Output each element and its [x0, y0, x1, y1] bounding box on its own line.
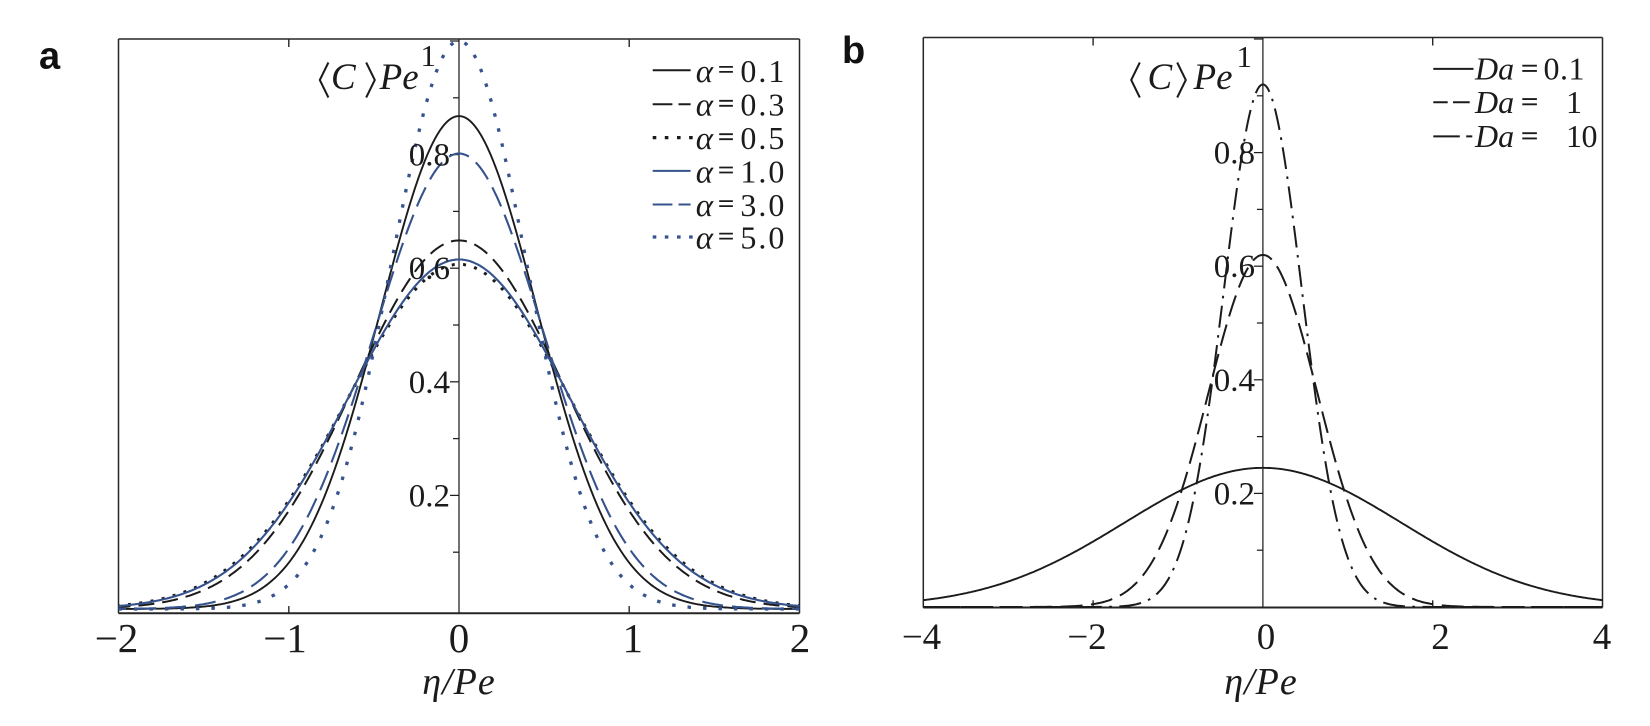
svg-text:0.5: 0.5	[740, 120, 786, 156]
svg-text:1: 1	[421, 38, 437, 73]
svg-text:a: a	[39, 36, 61, 78]
svg-text:Da: Da	[1474, 51, 1514, 87]
svg-text:1: 1	[1566, 84, 1582, 120]
svg-text:Da: Da	[1474, 118, 1514, 154]
svg-text:0.4: 0.4	[1214, 363, 1255, 399]
svg-text:η/Pe: η/Pe	[1224, 661, 1298, 703]
svg-text:5.0: 5.0	[740, 220, 786, 256]
svg-text:0.2: 0.2	[1214, 476, 1255, 512]
svg-text:0.6: 0.6	[409, 251, 450, 287]
svg-text:−2: −2	[1067, 617, 1106, 658]
svg-text:0: 0	[1257, 617, 1276, 658]
svg-text:0.1: 0.1	[740, 53, 786, 89]
svg-text:0.4: 0.4	[409, 365, 450, 401]
svg-text:0.1: 0.1	[1544, 51, 1586, 87]
svg-text:α: α	[696, 121, 714, 157]
svg-text:0: 0	[1582, 118, 1598, 154]
svg-text:2: 2	[1431, 617, 1450, 658]
svg-text:−1: −1	[263, 615, 307, 661]
svg-text:1.0: 1.0	[740, 153, 786, 189]
svg-text:Pe: Pe	[1193, 57, 1233, 98]
svg-text:4: 4	[1593, 617, 1612, 658]
svg-text:α: α	[696, 54, 714, 90]
svg-text:2: 2	[790, 615, 811, 661]
svg-text:b: b	[842, 30, 865, 72]
svg-text:η/Pe: η/Pe	[422, 661, 496, 703]
svg-text:0.6: 0.6	[1214, 249, 1255, 285]
svg-text:α: α	[696, 188, 714, 224]
svg-text:1: 1	[622, 615, 643, 661]
svg-text:Da: Da	[1474, 84, 1514, 120]
svg-text:−2: −2	[95, 615, 139, 661]
svg-text:−4: −4	[902, 617, 941, 658]
svg-text:1: 1	[1566, 118, 1582, 154]
svg-text:0.3: 0.3	[740, 87, 786, 123]
svg-text:0.8: 0.8	[1214, 136, 1255, 172]
svg-text:α: α	[696, 154, 714, 190]
svg-text:Pe: Pe	[379, 57, 419, 98]
svg-text:0.8: 0.8	[409, 138, 450, 174]
svg-text:0: 0	[449, 615, 470, 661]
svg-text:1: 1	[1237, 39, 1253, 74]
svg-text:α: α	[696, 221, 714, 257]
svg-text:C: C	[331, 57, 357, 98]
svg-text:C: C	[1148, 57, 1174, 98]
svg-text:α: α	[696, 88, 714, 124]
svg-text:0.2: 0.2	[409, 478, 450, 514]
svg-text:3.0: 3.0	[740, 187, 786, 223]
